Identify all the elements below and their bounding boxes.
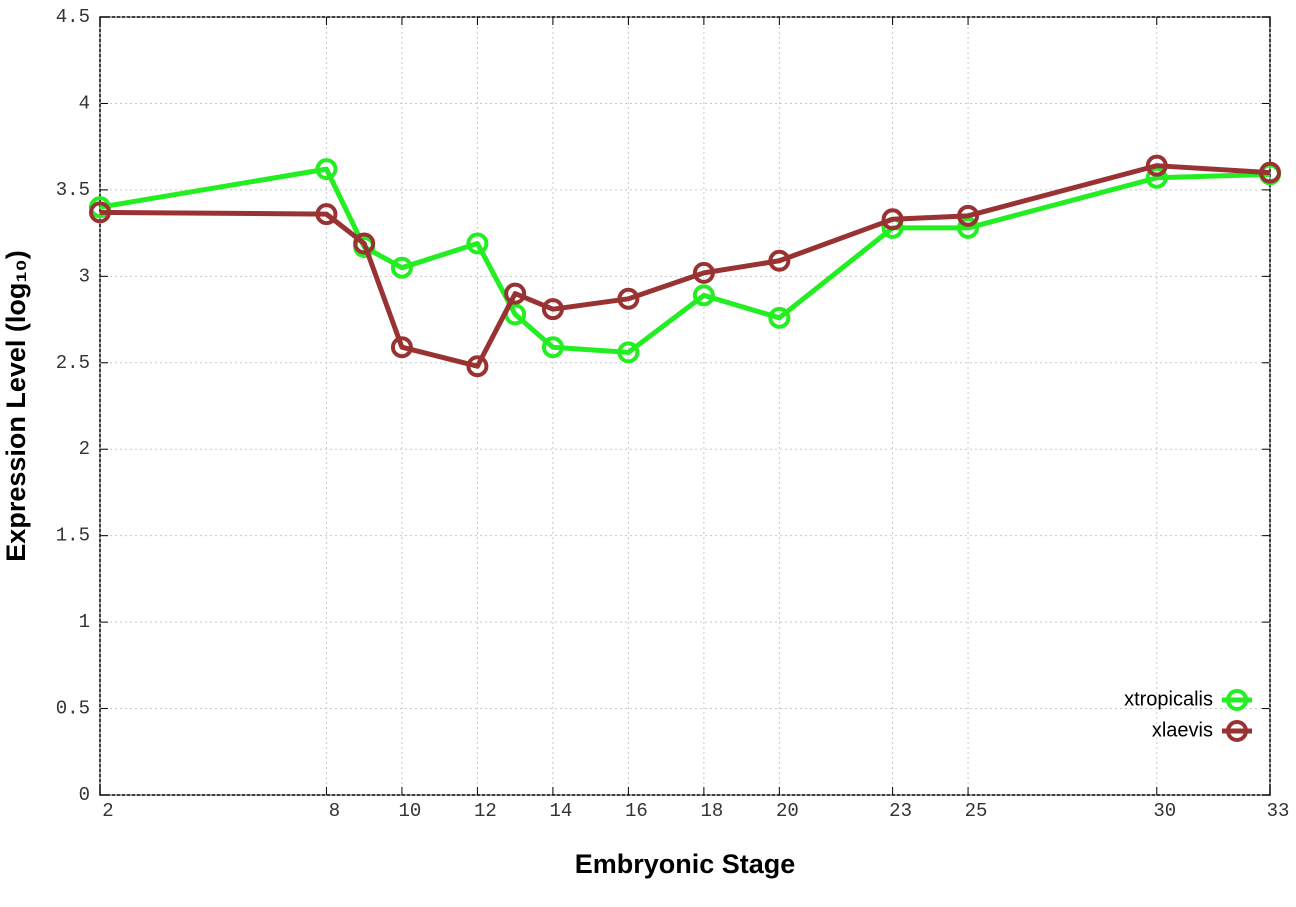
data-point <box>89 201 111 224</box>
data-point <box>390 256 413 279</box>
y-tick-label: 4 <box>79 92 90 114</box>
legend-swatch <box>1226 689 1248 711</box>
x-tick-label: 20 <box>776 800 799 822</box>
data-point <box>1145 154 1168 177</box>
legend-label: xtropicalis <box>1124 688 1213 710</box>
data-point <box>1259 161 1281 184</box>
x-tick-label: 10 <box>399 800 422 822</box>
x-tick-label: 12 <box>474 800 497 822</box>
y-tick-label: 3.5 <box>56 179 90 201</box>
y-tick-label: 3 <box>79 265 90 287</box>
data-point <box>466 355 489 378</box>
x-tick-label: 8 <box>329 800 340 822</box>
data-point <box>541 336 564 359</box>
data-point <box>541 298 564 321</box>
x-axis-title: Embryonic Stage <box>575 849 796 879</box>
y-axis-title: Expression Level (log₁₀) <box>1 250 31 561</box>
y-tick-label: 0.5 <box>56 698 90 720</box>
data-point <box>315 203 338 226</box>
data-point <box>504 282 527 305</box>
plot-frame <box>99 16 1271 796</box>
x-tick-label: 25 <box>965 800 988 822</box>
data-point <box>768 306 791 329</box>
y-tick-label: 1 <box>79 611 90 633</box>
data-point <box>1145 166 1168 189</box>
data-point <box>881 208 904 231</box>
data-point <box>692 284 715 307</box>
x-tick-label: 33 <box>1267 800 1290 822</box>
y-tick-label: 1.5 <box>56 525 90 547</box>
x-tick-label: 2 <box>102 800 113 822</box>
y-tick-label: 4.5 <box>56 6 90 28</box>
y-tick-label: 2 <box>79 438 90 460</box>
data-point <box>768 249 791 272</box>
data-point <box>315 158 338 181</box>
series-line <box>99 166 1271 355</box>
data-point <box>957 204 980 227</box>
x-tick-label: 18 <box>700 800 723 822</box>
x-tick-label: 16 <box>625 800 648 822</box>
data-point <box>692 261 715 284</box>
data-point <box>957 216 980 239</box>
legend-swatch <box>1226 720 1248 742</box>
data-point <box>617 287 640 310</box>
y-tick-label: 0 <box>79 784 90 806</box>
series-line <box>99 163 1271 369</box>
data-point <box>466 232 489 255</box>
y-tick-label: 2.5 <box>56 352 90 374</box>
data-point <box>390 336 413 359</box>
data-point <box>353 232 376 255</box>
x-tick-label: 30 <box>1153 800 1176 822</box>
data-point <box>617 341 640 364</box>
x-tick-label: 23 <box>889 800 912 822</box>
legend-label: xlaevis <box>1152 719 1213 741</box>
x-tick-label: 14 <box>549 800 572 822</box>
